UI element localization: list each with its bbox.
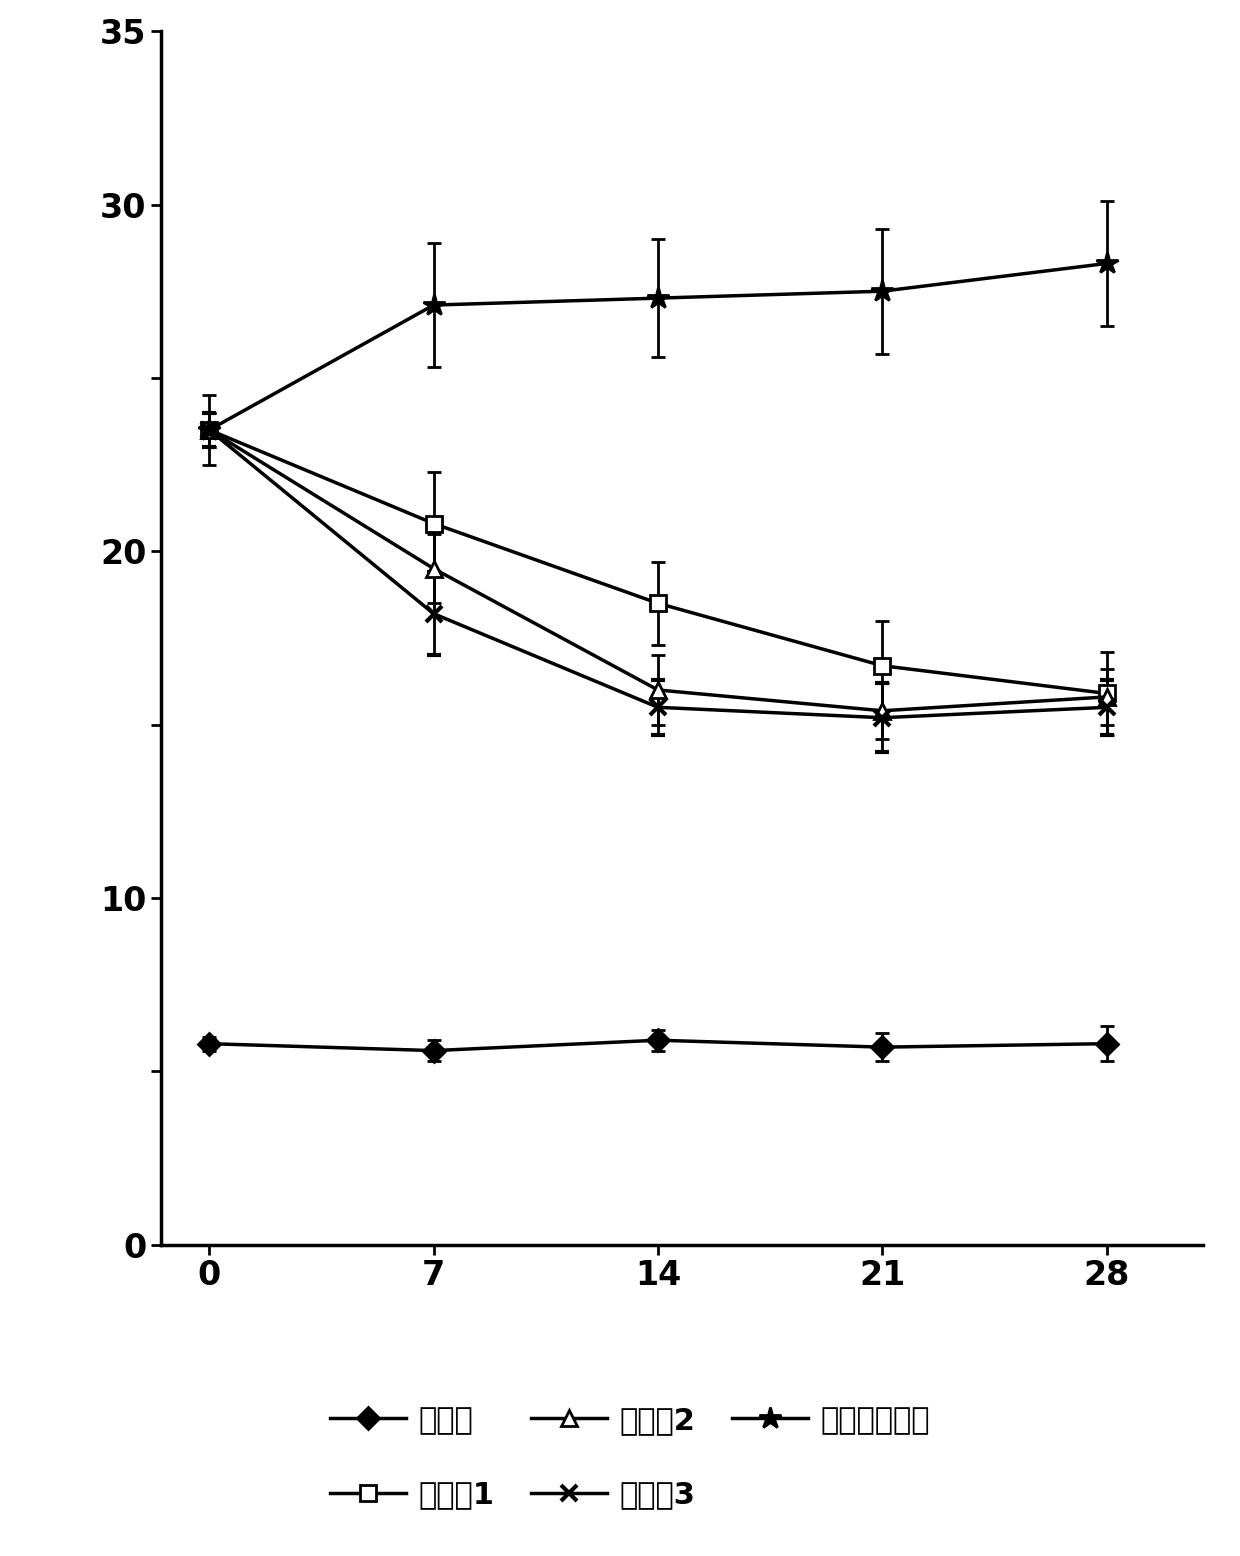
Legend: 正常组, 实施例1, 实施例2, 实施例3, 高血糖对照组: 正常组, 实施例1, 实施例2, 实施例3, 高血糖对照组 [317,1394,942,1522]
